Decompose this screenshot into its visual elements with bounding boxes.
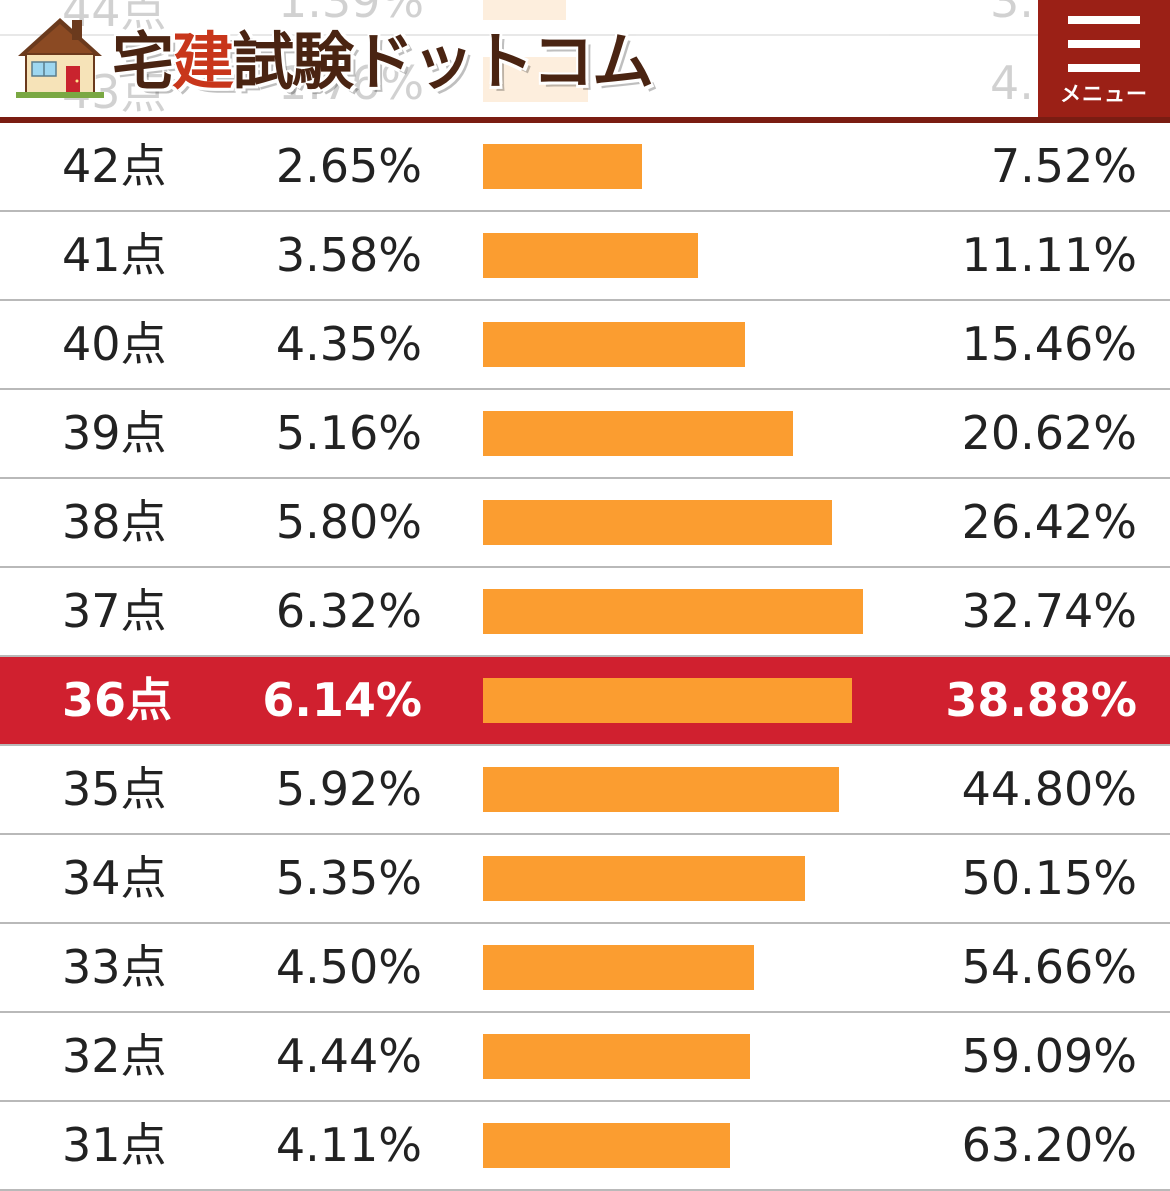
ghost-bar-44 [483,0,566,20]
cumulative-cell: 44.80% [961,762,1137,816]
score-cell: 34点 [62,851,167,905]
table-row-highlighted: 36点 6.14% 38.88% [0,657,1170,746]
rate-bar [483,1123,730,1168]
rate-cell: 4.35% [275,317,422,371]
cumulative-cell: 32.74% [961,584,1137,638]
house-icon [16,18,104,98]
site-title-accent: 建 [172,25,234,98]
rate-cell: 2.65% [275,139,422,193]
table-row: 41点 3.58% 11.11% [0,212,1170,301]
rate-bar [483,144,642,189]
rate-bar [483,767,839,812]
rate-bar [483,856,805,901]
score-cell: 38点 [62,495,167,549]
score-distribution-table: 42点 2.65% 7.52% 41点 3.58% 11.11% 40点 4.35% 15.46… [0,123,1170,1191]
cumulative-cell: 11.11% [961,228,1137,282]
table-row: 38点 5.80% 26.42% [0,479,1170,568]
table-row: 33点 4.50% 54.66% [0,924,1170,1013]
rate-cell: 5.16% [275,406,422,460]
score-cell: 36点 [62,673,173,727]
cumulative-cell: 38.88% [945,673,1137,727]
ghost-rate-43: 1.76% [278,56,425,110]
rate-cell: 5.80% [275,495,422,549]
hamburger-icon [1068,16,1140,72]
score-cell: 41点 [62,228,167,282]
table-row: 39点 5.16% 20.62% [0,390,1170,479]
cumulative-cell: 26.42% [961,495,1137,549]
ghost-divider [0,34,1170,36]
table-row: 37点 6.32% 32.74% [0,568,1170,657]
score-cell: 40点 [62,317,167,371]
table-row: 35点 5.92% 44.80% [0,746,1170,835]
table-row: 42点 2.65% 7.52% [0,123,1170,212]
cumulative-cell: 59.09% [961,1029,1137,1083]
site-title: 宅建試験ドットコム [112,11,654,101]
site-logo[interactable]: 宅建試験ドットコム [14,6,654,106]
rate-bar [483,945,754,990]
score-cell: 35点 [62,762,167,816]
rate-bar [483,678,852,723]
rate-cell: 5.92% [275,762,422,816]
rate-cell: 4.11% [275,1118,422,1172]
site-title-pre: 宅 [112,25,174,98]
rate-cell: 4.44% [275,1029,422,1083]
score-cell: 42点 [62,139,167,193]
score-cell: 33点 [62,940,167,994]
cumulative-cell: 7.52% [990,139,1137,193]
rate-cell: 6.32% [275,584,422,638]
ghost-bar-43 [483,57,588,102]
score-cell: 37点 [62,584,167,638]
rate-bar [483,411,793,456]
rate-bar [483,589,863,634]
score-cell: 31点 [62,1118,167,1172]
cumulative-cell: 63.20% [961,1118,1137,1172]
table-row: 40点 4.35% 15.46% [0,301,1170,390]
rate-bar [483,233,698,278]
rate-bar [483,1034,750,1079]
table-row: 31点 4.11% 63.20% [0,1102,1170,1191]
menu-label: メニュー [1060,83,1148,106]
rate-cell: 6.14% [262,673,422,727]
rate-bar [483,500,832,545]
rate-cell: 4.50% [275,940,422,994]
table-row: 34点 5.35% 50.15% [0,835,1170,924]
score-cell: 32点 [62,1029,167,1083]
cumulative-cell: 15.46% [961,317,1137,371]
site-title-post: 試験ドットコム [232,25,654,98]
score-cell: 39点 [62,406,167,460]
cumulative-cell: 20.62% [961,406,1137,460]
table-row: 32点 4.44% 59.09% [0,1013,1170,1102]
rate-cell: 5.35% [275,851,422,905]
cumulative-cell: 50.15% [961,851,1137,905]
cumulative-cell: 54.66% [961,940,1137,994]
site-header: 44点 1.39% 3.1… 43点 1.76% 4.… 宅建試験ドットコム [0,0,1170,123]
rate-bar [483,322,745,367]
ghost-rate-44: 1.39% [278,0,425,28]
rate-cell: 3.58% [275,228,422,282]
menu-button[interactable]: メニュー [1038,0,1170,117]
